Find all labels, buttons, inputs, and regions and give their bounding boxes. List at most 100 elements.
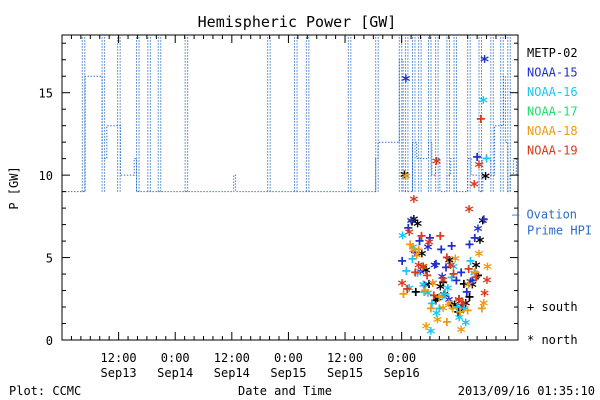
data-point: * <box>454 293 464 313</box>
data-point: + <box>447 296 456 314</box>
data-point: * <box>458 296 468 316</box>
data-point: + <box>471 263 480 281</box>
data-point: * <box>448 260 458 280</box>
data-point: * <box>430 258 440 278</box>
data-point: + <box>431 291 440 309</box>
data-point: * <box>401 169 411 189</box>
data-point: + <box>420 283 429 301</box>
legend-ovation-label-line2: Prime HPI <box>527 224 592 238</box>
legend: METP-02 NOAA-15 NOAA-16 NOAA-17 NOAA-18 NOAA-… <box>512 46 592 347</box>
data-point: * <box>455 305 465 325</box>
x-tick-label: 12:00 <box>214 351 250 365</box>
data-point: + <box>465 235 474 253</box>
x-tick-date: Sep16 <box>384 366 420 380</box>
x-tick-label: 0:00 <box>161 351 190 365</box>
data-point: + <box>449 265 458 283</box>
data-point: + <box>448 299 457 317</box>
data-point: + <box>426 299 435 317</box>
data-point: + <box>411 263 420 281</box>
data-point: + <box>455 289 464 307</box>
data-point: + <box>477 299 486 317</box>
x-tick-label: 0:00 <box>274 351 303 365</box>
satellite-points: ******************++ +++++++++******* ****… <box>397 52 493 344</box>
data-point: + <box>420 276 429 294</box>
data-point: * <box>469 178 479 198</box>
legend-entry: NOAA-17 <box>527 105 578 119</box>
data-point: * <box>426 324 436 344</box>
data-point: * <box>473 222 483 242</box>
data-point: + <box>417 227 426 245</box>
data-point: + <box>421 281 430 299</box>
data-point: + <box>454 302 463 320</box>
legend-entry: NOAA-16 <box>527 85 578 99</box>
data-point: + <box>452 271 461 289</box>
y-tick-label: 0 <box>46 334 53 348</box>
data-point: + <box>473 148 482 166</box>
data-point: + <box>479 210 488 228</box>
data-point: + <box>435 299 444 317</box>
data-point: + <box>404 218 413 236</box>
data-point: + <box>459 274 468 292</box>
data-point: * <box>417 260 427 280</box>
data-point: + <box>399 284 408 302</box>
data-point: * <box>397 277 407 297</box>
data-point: + <box>415 232 424 250</box>
data-point: + <box>472 268 481 286</box>
data-point: * <box>431 306 441 326</box>
data-point: + <box>474 266 483 284</box>
data-point: * <box>424 235 434 255</box>
data-point: * <box>408 244 418 264</box>
data-point: * <box>404 282 414 302</box>
data-point: * <box>431 155 441 175</box>
data-point: + <box>429 286 438 304</box>
data-point: * <box>480 286 490 306</box>
data-point: + <box>406 235 415 253</box>
x-axis-label: Date and Time <box>238 384 332 398</box>
data-point: * <box>469 267 479 287</box>
data-point: + <box>424 274 433 292</box>
data-point: * <box>474 247 484 267</box>
data-point: + <box>482 149 491 167</box>
data-point: + <box>398 251 407 269</box>
data-point: * <box>465 275 475 295</box>
data-point: * <box>404 225 414 245</box>
data-point: + <box>403 279 412 297</box>
data-point: * <box>479 296 489 316</box>
data-point: + <box>465 288 474 306</box>
plot-frame <box>61 34 519 341</box>
y-tick-label: 15 <box>39 87 53 101</box>
data-point: * <box>435 280 445 300</box>
plot-credit: Plot: CCMC <box>9 384 81 398</box>
data-point: + <box>471 263 480 281</box>
data-point: + <box>437 240 446 258</box>
legend-entry: NOAA-18 <box>527 124 578 138</box>
data-point: * <box>464 202 474 222</box>
data-point: * <box>423 286 433 306</box>
legend-marker-south: + south <box>527 300 578 314</box>
data-point: + <box>432 255 441 273</box>
data-point: + <box>402 261 411 279</box>
axes: 05101512:00Sep130:00Sep1412:00Sep140:00S… <box>39 34 519 380</box>
data-point: * <box>406 214 416 234</box>
data-point: + <box>468 271 477 289</box>
data-point: + <box>442 248 451 266</box>
data-point: * <box>461 296 471 316</box>
data-point: * <box>413 267 423 287</box>
x-tick-label: 0:00 <box>387 351 416 365</box>
x-tick-label: 12:00 <box>101 351 137 365</box>
data-point: * <box>457 300 467 320</box>
data-point: * <box>478 214 488 234</box>
data-point: * <box>444 293 454 313</box>
data-point: + <box>464 260 473 278</box>
data-point: * <box>409 193 419 213</box>
x-tick-date: Sep14 <box>157 366 193 380</box>
data-point: + <box>462 283 471 301</box>
data-point: * <box>428 277 438 297</box>
data-point: + <box>442 312 451 330</box>
data-point: + <box>427 294 436 312</box>
data-point: + <box>463 301 472 319</box>
data-point: * <box>417 247 427 267</box>
x-tick-date: Sep13 <box>101 366 137 380</box>
data-point: + <box>456 302 465 320</box>
data-point: * <box>449 298 459 318</box>
